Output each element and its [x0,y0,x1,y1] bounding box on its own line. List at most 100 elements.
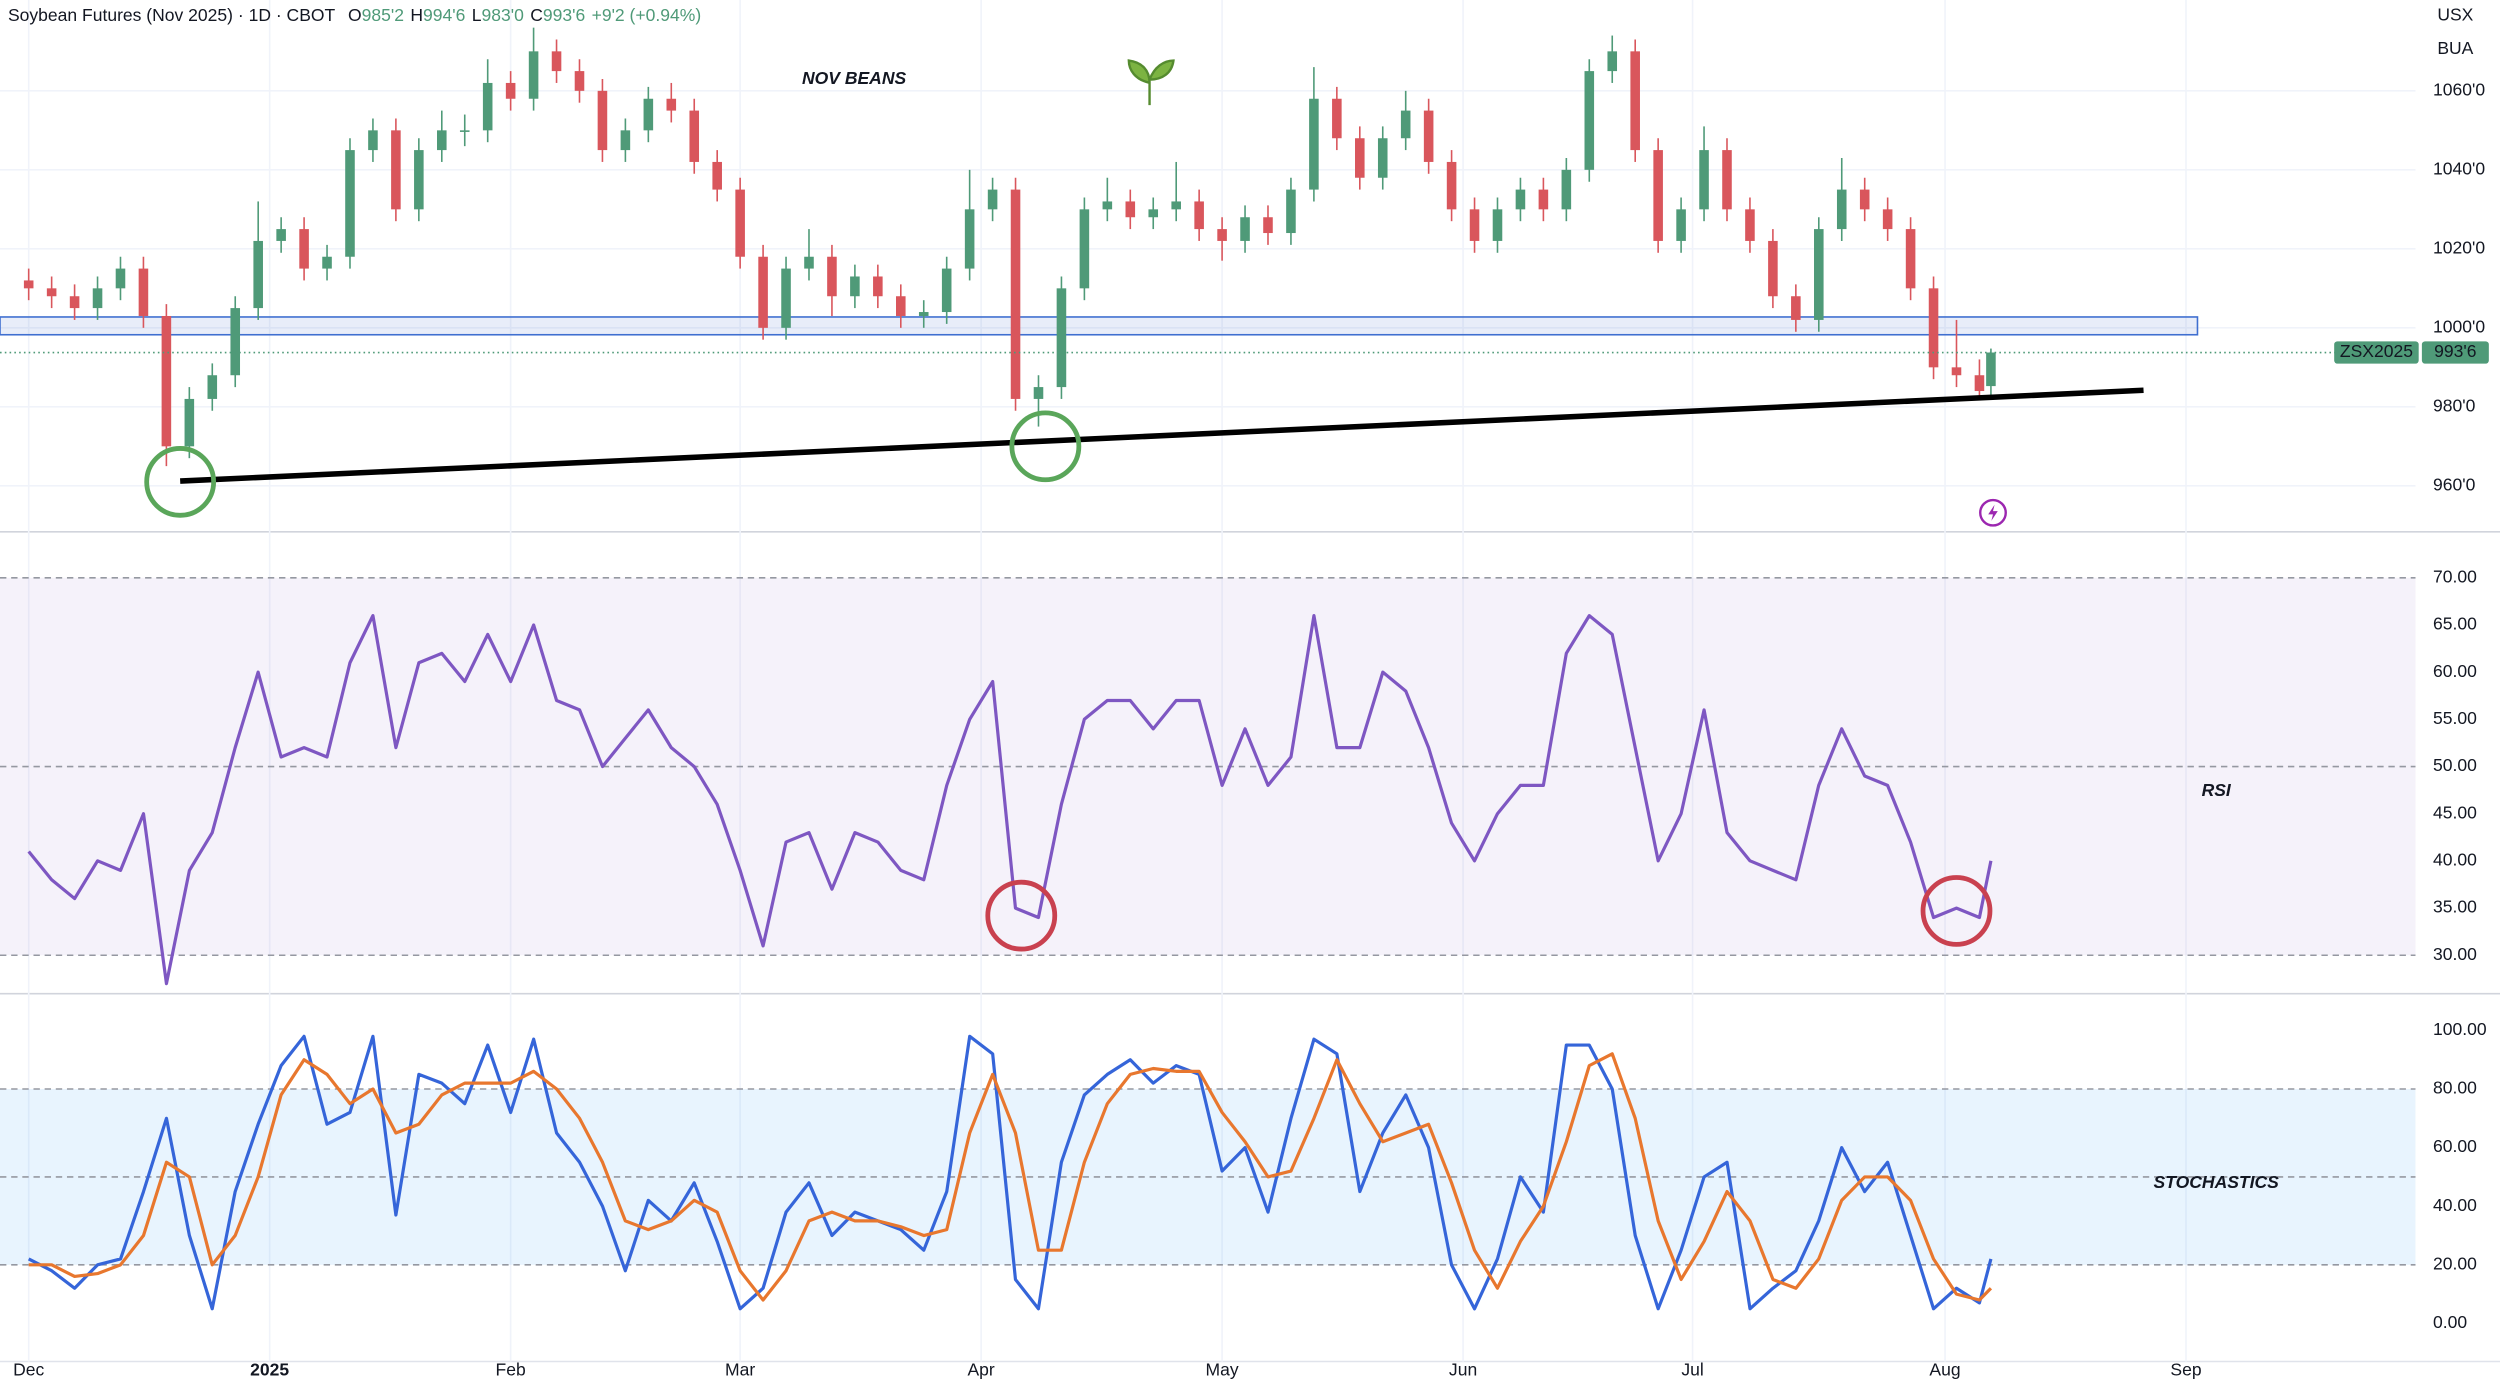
candle-body [1791,296,1801,320]
annotation: RSI [2202,780,2232,800]
candle-body [23,280,34,289]
candle-body [1859,189,1870,210]
y-tick-label: 100.00 [2433,1019,2487,1039]
candle-body [1377,138,1388,178]
x-tick-label: Aug [1929,1360,1960,1379]
candle-body [92,288,103,309]
candle-body [758,256,768,328]
ohlc-key: H [410,5,423,25]
candle-body [620,130,631,151]
candle-body [1630,51,1640,151]
candle-body [827,256,837,297]
candle-body [1722,150,1732,210]
candle-body [850,276,860,297]
candle-body [276,229,286,241]
sprout-icon [1127,59,1175,106]
candle-body [597,90,608,151]
candle-body [666,98,677,111]
y-tick-label: 35.00 [2433,897,2477,917]
trendline [180,387,2144,484]
candle-body [643,98,654,131]
y-tick-label: 980'0 [2433,395,2476,415]
series-line [27,614,1993,986]
candle-body [1492,209,1503,241]
candle-body [1079,209,1090,289]
highlight-circle [985,879,1058,952]
candle-body [207,375,218,399]
candle-body [1309,98,1319,190]
last-price-label: 993'6 [2434,341,2476,361]
candle-body [941,268,952,313]
candle-body [1951,367,1962,376]
annotation: NOV BEANS [802,68,907,88]
candle-body [115,268,126,289]
candle-body [1286,189,1296,234]
candle-body [1125,201,1136,218]
candle-body [1102,201,1113,210]
y-tick-label: 1040'0 [2433,158,2485,178]
candle-body [299,229,309,269]
candle-body [414,150,424,210]
y-tick-label: 40.00 [2433,850,2477,870]
y-tick-label: 65.00 [2433,614,2477,634]
candle-body [1676,209,1686,241]
candle-body [1814,229,1824,320]
support-zone [0,316,2199,336]
highlight-circle [144,446,217,518]
candle-body [1240,217,1250,241]
candle-body [1699,150,1709,210]
candle-body [345,150,355,257]
candle-body [1538,189,1549,210]
x-tick-label: Jun [1449,1360,1477,1379]
chart-title: Soybean Futures (Nov 2025) · 1D · CBOT [8,5,336,25]
candle-body [1607,51,1618,72]
candle-body [161,315,172,447]
candle-body [804,256,814,269]
y-tick-label: 1020'0 [2433,237,2485,257]
candle-body [551,51,562,72]
candle-body [1653,150,1663,241]
price-badge [2421,341,2489,364]
lightning-icon [1979,498,2007,527]
x-tick-label: Sep [2170,1360,2201,1379]
candle-body [1355,138,1365,178]
series-line [28,1052,1993,1302]
candle-body [1768,240,1778,297]
ohlc-key: C [530,5,543,25]
symbol-badge [2334,341,2419,364]
candle-body [781,268,791,328]
candle-body [482,82,493,131]
x-tick-label: Dec [13,1360,44,1379]
x-tick-label: Mar [725,1360,755,1379]
y-tick-label: 1060'0 [2433,79,2485,99]
ohlc-key: L [472,5,482,25]
candle-body [1171,201,1181,210]
candle-body [459,130,470,132]
x-tick-label: 2025 [250,1360,289,1379]
candle-body [1836,189,1847,230]
candle-body [1332,98,1342,139]
symbol-label: ZSX2025 [2340,341,2413,361]
candle-body [964,209,975,269]
y-tick-label: 1000'0 [2433,316,2485,336]
candle-body [1446,161,1457,210]
ohlc-value: 985'2 [362,5,404,25]
candle-body [712,161,722,190]
annotation: STOCHASTICS [2154,1172,2280,1192]
candle-body [1745,209,1755,241]
y-tick-label: 40.00 [2433,1195,2477,1215]
candle-body [1584,71,1595,170]
ohlc-key: O [348,5,362,25]
candle-body [1033,387,1044,399]
unit-label: BUA [2437,38,2473,58]
ohlc-value: 993'6 [543,5,585,25]
x-tick-label: Apr [967,1360,994,1379]
candle-body [69,296,80,309]
candle-body [918,312,929,316]
candle-body [1400,110,1411,139]
ohlc-value: 983'0 [482,5,525,25]
candle-body [574,71,585,91]
y-tick-label: 60.00 [2433,661,2477,681]
candle-body [138,268,149,316]
